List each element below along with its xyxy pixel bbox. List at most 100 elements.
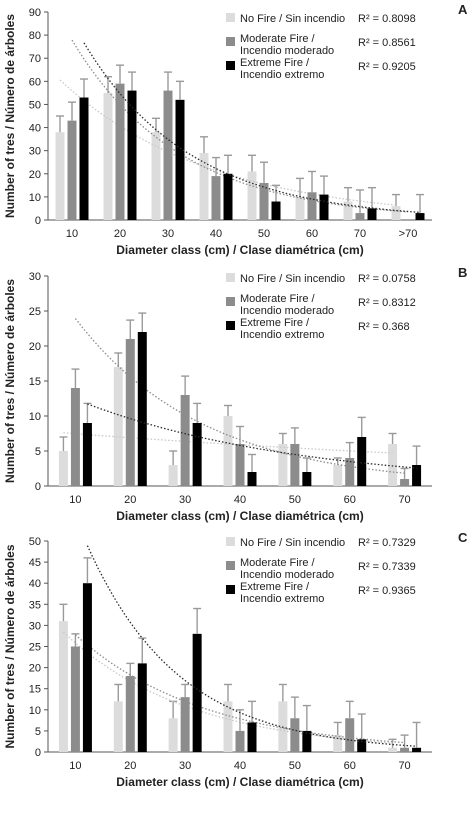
- y-tick-label: 50: [29, 536, 41, 548]
- legend-r2-no-fire: R² = 0.8098: [358, 13, 416, 25]
- y-tick-label: 5: [35, 726, 41, 738]
- legend-r2-moderate-fire: R² = 0.7339: [358, 561, 416, 573]
- bar-extreme-fire: [127, 90, 137, 220]
- y-tick-label: 15: [29, 376, 41, 388]
- bar-extreme-fire: [415, 213, 425, 220]
- bar-extreme-fire: [247, 472, 257, 486]
- panel-letter: B: [458, 265, 467, 280]
- bar-moderate-fire: [125, 339, 135, 486]
- y-tick-label: 30: [29, 271, 41, 283]
- panel-letter: A: [458, 2, 468, 17]
- bar-no-fire: [388, 444, 398, 486]
- bar-moderate-fire: [400, 747, 410, 752]
- legend-swatch-moderate-fire: [226, 297, 235, 306]
- x-tick-label: 20: [124, 494, 136, 506]
- panel-b: B 0 5 10 15 20 25 30 10 20 30 40 50 60 70 Diameter clas…: [3, 265, 467, 523]
- bar-extreme-fire: [319, 194, 329, 220]
- bar-no-fire: [113, 367, 123, 486]
- bar-moderate-fire: [180, 395, 190, 486]
- y-tick-label: 20: [29, 169, 41, 181]
- y-tick-label: 30: [29, 146, 41, 158]
- trendline-moderate-fire: [74, 634, 405, 744]
- legend-swatch-moderate-fire: [226, 561, 235, 570]
- bar-moderate-fire: [345, 718, 355, 752]
- bar-extreme-fire: [82, 423, 92, 486]
- bar-extreme-fire: [367, 208, 377, 220]
- bar-extreme-fire: [223, 173, 233, 220]
- y-tick-label: 20: [29, 663, 41, 675]
- bar-extreme-fire: [192, 633, 202, 752]
- bar-moderate-fire: [345, 458, 355, 486]
- bar-extreme-fire: [412, 747, 422, 752]
- legend-swatch-extreme-fire: [226, 61, 235, 70]
- bar-extreme-fire: [302, 730, 312, 752]
- y-tick-label: 60: [29, 76, 41, 88]
- y-tick-label: 40: [29, 123, 41, 135]
- y-tick-label: 10: [29, 705, 41, 717]
- y-tick-label: 10: [29, 411, 41, 423]
- y-tick-label: 35: [29, 599, 41, 611]
- y-tick-label: 0: [35, 481, 41, 493]
- bar-no-fire: [199, 152, 209, 220]
- bar-extreme-fire: [79, 97, 89, 220]
- bar-moderate-fire: [180, 697, 190, 752]
- legend-label-no-fire: No Fire / Sin incendio: [240, 13, 345, 25]
- x-axis-title: Diameter class (cm) / Clase diamétrica (…: [116, 509, 363, 523]
- bar-moderate-fire: [355, 213, 365, 220]
- y-axis-title: Number of tres / Número de árboles: [3, 279, 17, 483]
- bar-no-fire: [58, 451, 68, 486]
- trendline-extreme-fire: [83, 42, 421, 214]
- bar-moderate-fire: [290, 718, 300, 752]
- trendline-extreme-fire: [87, 403, 417, 469]
- bar-extreme-fire: [302, 472, 312, 486]
- legend-r2-no-fire: R² = 0.7329: [358, 537, 416, 549]
- bar-no-fire: [223, 416, 233, 486]
- legend-swatch-extreme-fire: [226, 585, 235, 594]
- x-tick-label: 20: [114, 228, 126, 240]
- bar-moderate-fire: [211, 176, 221, 220]
- legend-r2-moderate-fire: R² = 0.8312: [358, 297, 416, 309]
- y-tick-label: 25: [29, 642, 41, 654]
- x-tick-label: >70: [399, 228, 418, 240]
- y-tick-label: 20: [29, 341, 41, 353]
- legend-label-extreme-fire: Extreme Fire / Incendio extremo: [240, 317, 324, 341]
- legend-label-moderate-fire: Moderate Fire / Incendio moderado: [240, 557, 334, 581]
- bar-no-fire: [333, 465, 343, 486]
- legend-r2-no-fire: R² = 0.0758: [358, 273, 416, 285]
- legend-swatch-no-fire: [226, 273, 235, 282]
- x-tick-label: 40: [210, 228, 222, 240]
- bar-extreme-fire: [357, 739, 367, 752]
- bar-moderate-fire: [400, 479, 410, 486]
- legend-r2-extreme-fire: R² = 0.368: [358, 321, 410, 333]
- x-tick-label: 70: [398, 760, 410, 772]
- bar-moderate-fire: [70, 646, 80, 752]
- bar-extreme-fire: [247, 722, 257, 752]
- legend-swatch-no-fire: [226, 537, 235, 546]
- bar-moderate-fire: [115, 83, 125, 221]
- x-tick-label: 30: [179, 494, 191, 506]
- legend-r2-extreme-fire: R² = 0.9365: [358, 585, 416, 597]
- bar-no-fire: [295, 196, 305, 220]
- x-tick-label: 10: [69, 760, 81, 772]
- legend-label-extreme-fire: Extreme Fire / Incendio extremo: [240, 581, 324, 605]
- y-tick-label: 80: [29, 30, 41, 42]
- legend: No Fire / Sin incendio R² = 0.8098 Moderat…: [226, 13, 416, 81]
- bar-extreme-fire: [271, 201, 281, 220]
- x-tick-label: 10: [66, 228, 78, 240]
- x-tick-label: 50: [289, 494, 301, 506]
- bar-no-fire: [278, 444, 288, 486]
- bar-no-fire: [55, 132, 65, 220]
- legend: No Fire / Sin incendio R² = 0.0758 Moderat…: [226, 273, 416, 341]
- x-tick-label: 60: [344, 760, 356, 772]
- bar-no-fire: [103, 92, 113, 220]
- legend-label-no-fire: No Fire / Sin incendio: [240, 273, 345, 285]
- bar-extreme-fire: [412, 465, 422, 486]
- bar-no-fire: [168, 465, 178, 486]
- bar-no-fire: [223, 701, 233, 752]
- bar-extreme-fire: [82, 583, 92, 752]
- legend: No Fire / Sin incendio R² = 0.7329 Moderat…: [226, 537, 416, 605]
- bar-moderate-fire: [163, 90, 173, 220]
- x-tick-label: 20: [124, 760, 136, 772]
